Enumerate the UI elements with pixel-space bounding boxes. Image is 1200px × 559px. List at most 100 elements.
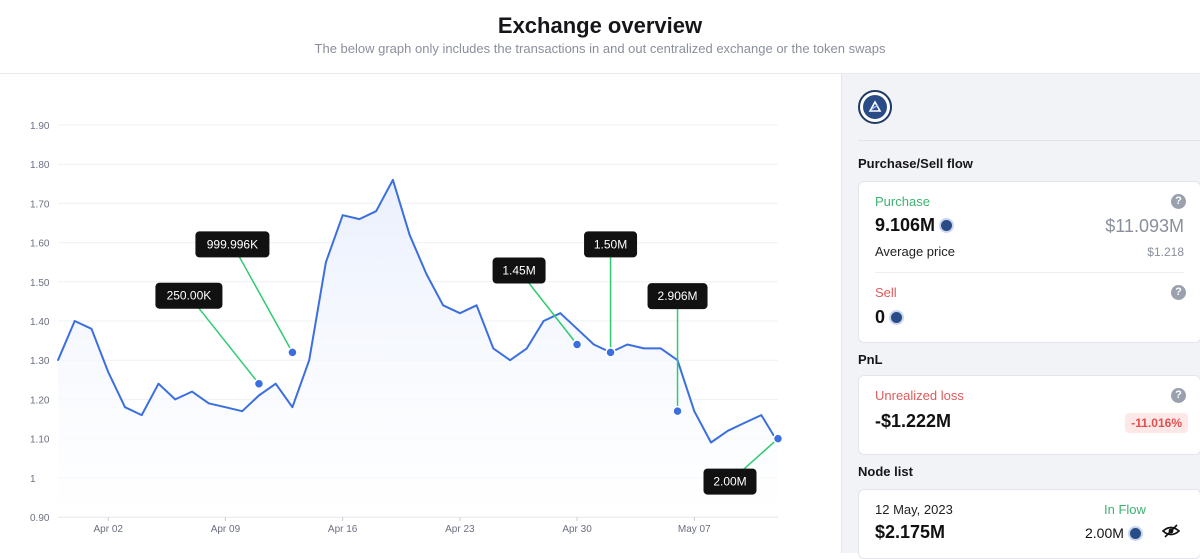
data-point bbox=[576, 328, 578, 330]
data-point bbox=[743, 422, 746, 424]
node-list-item[interactable]: 12 May, 2023 In Flow $2.175M 2.00M bbox=[858, 489, 1200, 559]
data-point bbox=[726, 429, 729, 432]
annotation-label-box[interactable] bbox=[195, 231, 270, 258]
y-axis-labels: 0.90 1 1.10 1.20 1.30 1.40 1.50 1.60 1.70 1.80 1.9… bbox=[30, 121, 50, 524]
y-tick-label: 1.30 bbox=[30, 356, 50, 367]
data-point bbox=[710, 441, 712, 444]
annotation-label-box[interactable] bbox=[492, 257, 546, 284]
annotation-point[interactable] bbox=[571, 339, 583, 350]
annotation-label: 2.906M bbox=[658, 289, 698, 303]
page-title: Exchange overview bbox=[497, 13, 703, 38]
chart-area bbox=[57, 178, 779, 517]
unrealized-loss-amount: -$1.222M bbox=[875, 411, 952, 431]
data-point bbox=[90, 328, 93, 330]
token-coin-icon bbox=[889, 310, 905, 325]
data-point bbox=[341, 214, 344, 216]
hide-eye-icon[interactable] bbox=[1161, 523, 1181, 544]
data-point bbox=[207, 402, 210, 405]
data-point bbox=[291, 406, 294, 409]
data-point bbox=[124, 406, 126, 409]
sell-amount-value: 0 bbox=[875, 307, 886, 327]
data-point bbox=[375, 210, 377, 213]
data-point bbox=[475, 304, 478, 307]
node-amount: $2.175M bbox=[875, 522, 946, 542]
annotation-label-box[interactable] bbox=[584, 231, 638, 258]
annotation-point[interactable] bbox=[772, 433, 784, 444]
sell-label: Sell bbox=[875, 285, 897, 300]
annotation-label-box[interactable] bbox=[647, 283, 708, 310]
unrealized-loss-label: Unrealized loss bbox=[875, 388, 964, 403]
pnl-title: PnL bbox=[858, 352, 883, 367]
data-point bbox=[241, 410, 243, 412]
token-icon bbox=[863, 95, 887, 119]
y-tick-label: 1 bbox=[30, 474, 36, 485]
y-tick-label: 1.20 bbox=[30, 395, 50, 406]
data-point bbox=[760, 414, 763, 416]
data-point bbox=[626, 343, 629, 346]
price-line-chart[interactable]: 0.90 1 1.10 1.20 1.30 1.40 1.50 1.60 1.70 1.80 1.9… bbox=[0, 74, 841, 553]
annotation-point[interactable] bbox=[287, 347, 298, 358]
annotation-label-box[interactable] bbox=[703, 468, 757, 495]
data-point bbox=[509, 359, 511, 362]
data-point bbox=[559, 312, 562, 314]
data-point bbox=[593, 343, 595, 346]
pnl-card: Unrealized loss ? -$1.222M -11.016% bbox=[858, 375, 1200, 455]
annotation-label-box[interactable] bbox=[155, 282, 223, 309]
page-header: Exchange overview The below graph only i… bbox=[0, 0, 1200, 74]
pnl-help-icon[interactable]: ? bbox=[1171, 388, 1186, 403]
data-point bbox=[643, 347, 645, 350]
y-tick-label: 1.60 bbox=[30, 239, 50, 250]
average-price-label: Average price bbox=[875, 244, 955, 259]
y-tick-label: 1.40 bbox=[30, 317, 50, 328]
x-tick-label: Apr 30 bbox=[562, 524, 592, 535]
y-tick-label: 1.50 bbox=[30, 278, 50, 289]
purchase-usd: $11.093M bbox=[1105, 216, 1184, 236]
x-tick-label: Apr 16 bbox=[328, 524, 358, 535]
annotation-point[interactable] bbox=[672, 405, 683, 417]
chart-panel: 0.90 1 1.10 1.20 1.30 1.40 1.50 1.60 1.70 1.80 1.9… bbox=[0, 74, 841, 553]
token-coin-icon bbox=[1127, 525, 1143, 541]
data-point bbox=[140, 414, 143, 416]
sell-help-icon[interactable]: ? bbox=[1171, 285, 1186, 300]
data-point bbox=[542, 320, 545, 322]
x-tick-label: May 07 bbox=[678, 524, 711, 535]
annotation-label: 1.50M bbox=[594, 237, 627, 251]
node-tokens-value: 2.00M bbox=[1085, 525, 1124, 541]
data-point bbox=[425, 273, 428, 275]
data-point bbox=[526, 347, 528, 350]
data-point bbox=[659, 347, 662, 350]
data-point bbox=[308, 359, 310, 362]
data-point bbox=[408, 233, 411, 236]
y-tick-label: 1.10 bbox=[30, 435, 50, 446]
data-point bbox=[459, 312, 461, 314]
y-tick-label: 1.70 bbox=[30, 199, 50, 210]
unrealized-loss-percent: -11.016% bbox=[1125, 413, 1188, 433]
data-point bbox=[107, 371, 110, 373]
annotation-connector bbox=[231, 243, 294, 353]
chart-annotations: 250.00K 999.996K 1.45M 1.50M 2.906M 2.00M bbox=[155, 231, 784, 495]
data-point bbox=[258, 394, 260, 397]
purchase-amount: 9.106M bbox=[875, 215, 955, 236]
data-point bbox=[224, 406, 227, 409]
node-list-title: Node list bbox=[858, 464, 913, 479]
data-point bbox=[274, 382, 277, 385]
page-subtitle: The below graph only includes the transa… bbox=[314, 41, 886, 56]
data-point bbox=[57, 359, 59, 362]
summary-sidebar: Purchase/Sell flow Purchase ? 9.106M $11… bbox=[841, 74, 1200, 559]
purchase-label: Purchase bbox=[875, 194, 930, 209]
node-flow-direction: In Flow bbox=[1104, 502, 1146, 517]
purchase-sell-title: Purchase/Sell flow bbox=[858, 156, 973, 171]
annotation-point[interactable] bbox=[253, 378, 265, 389]
data-point bbox=[392, 179, 394, 181]
x-tick-label: Apr 23 bbox=[445, 524, 475, 535]
series-area bbox=[58, 179, 778, 517]
data-point bbox=[358, 218, 361, 220]
series-line bbox=[57, 178, 779, 444]
y-tick-label: 0.90 bbox=[30, 513, 50, 524]
annotation-label: 2.00M bbox=[713, 475, 746, 489]
purchase-help-icon[interactable]: ? bbox=[1171, 194, 1186, 209]
purchase-sell-card: Purchase ? 9.106M $11.093M Average price… bbox=[858, 181, 1200, 343]
x-axis-labels: Apr 02 Apr 09 Apr 16 Apr 23 Apr 30 May 07 bbox=[93, 517, 711, 535]
annotation-point[interactable] bbox=[605, 347, 616, 358]
data-point bbox=[191, 390, 193, 393]
